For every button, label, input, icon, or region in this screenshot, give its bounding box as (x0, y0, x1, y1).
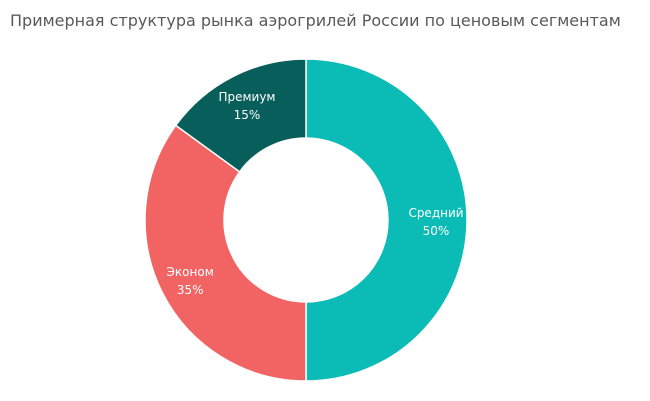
chart-title: Примерная структура рынка аэрогрилей Рос… (10, 11, 621, 30)
slice-name-label: Премиум (218, 90, 275, 104)
slice-percent-label: 15% (234, 108, 261, 122)
slice-percent-label: 50% (423, 224, 450, 238)
donut-slices (144, 58, 468, 382)
slice-0 (305, 58, 468, 382)
slice-1 (144, 124, 307, 382)
slice-2 (174, 58, 307, 173)
slice-name-label: Средний (408, 206, 463, 220)
slice-labels: Средний 50% Эконом 35% Премиум 15% (167, 90, 464, 297)
slice-name-label: Эконом (167, 265, 214, 279)
slice-percent-label: 35% (177, 283, 204, 297)
